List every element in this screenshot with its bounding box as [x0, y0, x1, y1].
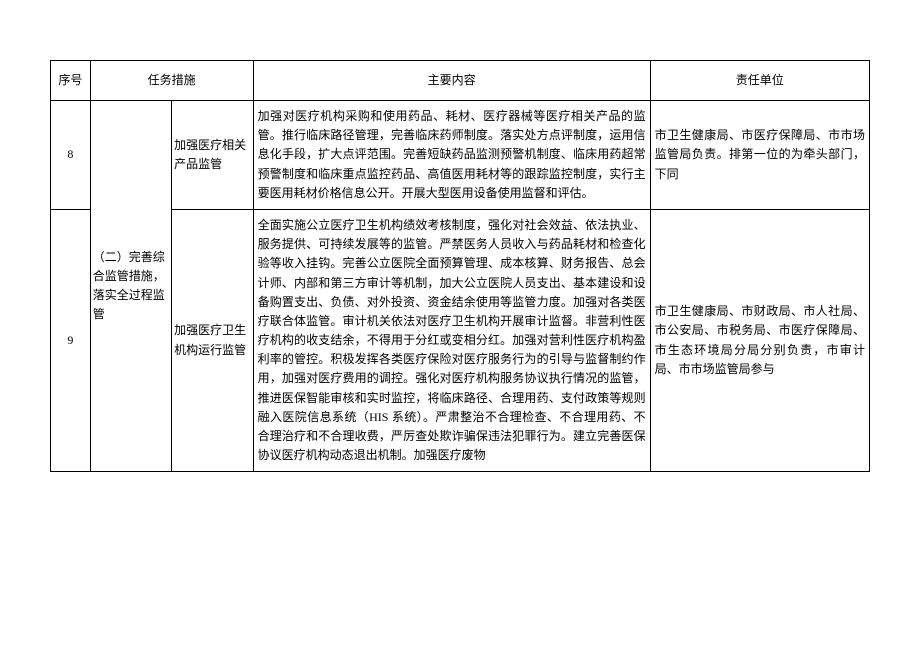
cell-task-group: （二）完善综合监管措施，落实全过程监管	[90, 101, 171, 472]
cell-content: 加强对医疗机构采购和使用药品、耗材、医疗器械等医疗相关产品的监管。推行临床路径管…	[253, 101, 650, 210]
table-row: 9 加强医疗卫生机构运行监管 全面实施公立医疗卫生机构绩效考核制度，强化对社会效…	[51, 209, 870, 471]
header-num: 序号	[51, 61, 91, 101]
header-content: 主要内容	[253, 61, 650, 101]
cell-task: 加强医疗卫生机构运行监管	[172, 209, 253, 471]
cell-num: 9	[51, 209, 91, 471]
cell-dept: 市卫生健康局、市财政局、市人社局、市公安局、市税务局、市医疗保障局、市生态环境局…	[650, 209, 869, 471]
table-header-row: 序号 任务措施 主要内容 责任单位	[51, 61, 870, 101]
header-task: 任务措施	[90, 61, 253, 101]
cell-content: 全面实施公立医疗卫生机构绩效考核制度，强化对社会效益、依法执业、服务提供、可持续…	[253, 209, 650, 471]
cell-task: 加强医疗相关产品监管	[172, 101, 253, 210]
table-row: 8 （二）完善综合监管措施，落实全过程监管 加强医疗相关产品监管 加强对医疗机构…	[51, 101, 870, 210]
cell-dept: 市卫生健康局、市医疗保障局、市市场监管局负责。排第一位的为牵头部门，下同	[650, 101, 869, 210]
cell-num: 8	[51, 101, 91, 210]
header-dept: 责任单位	[650, 61, 869, 101]
policy-table: 序号 任务措施 主要内容 责任单位 8 （二）完善综合监管措施，落实全过程监管 …	[50, 60, 870, 472]
